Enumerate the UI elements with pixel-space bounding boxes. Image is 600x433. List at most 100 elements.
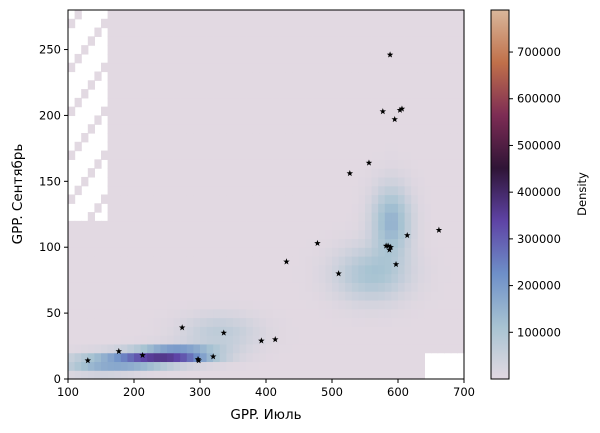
heatmap-cell <box>266 220 274 231</box>
heatmap-cell <box>266 361 274 371</box>
heatmap-cell <box>318 141 326 152</box>
heatmap-cell <box>167 115 175 125</box>
heatmap-cell <box>233 185 241 196</box>
heatmap-cell <box>180 256 188 266</box>
heatmap-cell <box>107 194 115 204</box>
heatmap-cell <box>292 53 300 64</box>
data-point <box>346 170 354 177</box>
heatmap-cell <box>292 141 300 152</box>
heatmap-cell <box>279 256 287 266</box>
heatmap-cell <box>101 238 109 248</box>
heatmap-cell <box>404 124 412 134</box>
heatmap-cell <box>68 247 76 257</box>
heatmap-cell <box>457 53 465 64</box>
heatmap-cell <box>147 370 155 380</box>
heatmap-cell <box>345 308 353 319</box>
heatmap-cell <box>226 229 234 240</box>
heatmap-cell <box>457 343 465 354</box>
heatmap-cell <box>424 27 432 37</box>
heatmap-cell <box>180 343 188 354</box>
heatmap-cell <box>200 229 208 240</box>
heatmap-cell <box>411 53 419 64</box>
heatmap-cell <box>259 10 267 20</box>
heatmap-cell <box>312 326 320 336</box>
heatmap-cell <box>358 89 366 99</box>
heatmap-cell <box>127 291 135 301</box>
heatmap-cell <box>365 150 373 160</box>
heatmap-cell <box>167 361 175 371</box>
heatmap-cell <box>127 256 135 266</box>
heatmap-cell <box>140 115 148 125</box>
heatmap-cell <box>398 36 406 46</box>
heatmap-cell <box>279 53 287 64</box>
heatmap-cell <box>450 124 458 134</box>
heatmap-cell <box>378 326 386 336</box>
heatmap-cell <box>120 115 128 125</box>
heatmap-cell <box>437 10 445 20</box>
heatmap-cell <box>299 10 307 20</box>
heatmap-cell <box>259 326 267 336</box>
data-point <box>335 270 342 277</box>
data-point <box>220 329 227 336</box>
heatmap-cell <box>424 185 432 196</box>
heatmap-cell <box>134 352 142 363</box>
heatmap-cell <box>127 10 135 20</box>
heatmap-cell <box>68 220 76 231</box>
heatmap-cell <box>312 264 320 275</box>
heatmap-cell <box>398 97 406 108</box>
heatmap-cell <box>417 89 425 99</box>
heatmap-cell <box>279 185 287 196</box>
heatmap-cell <box>127 53 135 64</box>
heatmap-cell <box>332 45 340 55</box>
heatmap-cell <box>153 80 161 90</box>
heatmap-cell <box>107 273 115 283</box>
heatmap-cell <box>140 203 148 213</box>
heatmap-cell <box>371 352 379 363</box>
heatmap-cell <box>219 291 227 301</box>
heatmap-cell <box>233 141 241 152</box>
heatmap-cell <box>219 150 227 160</box>
heatmap-cell <box>411 317 419 327</box>
heatmap-cell <box>338 97 346 108</box>
heatmap-cell <box>338 159 346 169</box>
heatmap-cell <box>173 159 181 169</box>
heatmap-cell <box>180 168 188 178</box>
heatmap-cell <box>219 370 227 380</box>
heatmap-cell <box>134 115 142 125</box>
heatmap-cell <box>365 141 373 152</box>
heatmap-cell <box>140 36 148 46</box>
heatmap-cell <box>338 10 346 20</box>
heatmap-cell <box>107 124 115 134</box>
heatmap-cell <box>345 256 353 266</box>
y-tick-label: 0 <box>54 372 61 386</box>
heatmap-cell <box>259 212 267 222</box>
heatmap-cell <box>332 273 340 283</box>
heatmap-cell <box>384 291 392 301</box>
heatmap-cell <box>239 273 247 283</box>
heatmap-cell <box>120 291 128 301</box>
heatmap-cell <box>107 256 115 266</box>
colorbar-tick-label: 200000 <box>517 279 561 293</box>
heatmap-cell <box>127 335 135 345</box>
heatmap-cell <box>325 18 333 29</box>
heatmap-cell <box>431 264 439 275</box>
heatmap-cell <box>437 36 445 46</box>
heatmap-cell <box>219 18 227 29</box>
heatmap-cell <box>193 299 201 310</box>
heatmap-cell <box>318 176 326 187</box>
heatmap-cell <box>378 308 386 319</box>
heatmap-cell <box>200 133 208 143</box>
heatmap-cell <box>74 308 82 319</box>
heatmap-cell <box>404 212 412 222</box>
heatmap-cell <box>345 194 353 204</box>
heatmap-cell <box>120 106 128 117</box>
heatmap-cell <box>437 89 445 99</box>
heatmap-cell <box>193 159 201 169</box>
data-point <box>387 243 394 250</box>
heatmap-cell <box>345 326 353 336</box>
heatmap-cell <box>312 141 320 152</box>
heatmap-cell <box>94 361 102 371</box>
heatmap-cell <box>332 238 340 248</box>
heatmap-cell <box>213 36 221 46</box>
heatmap-cell <box>338 291 346 301</box>
